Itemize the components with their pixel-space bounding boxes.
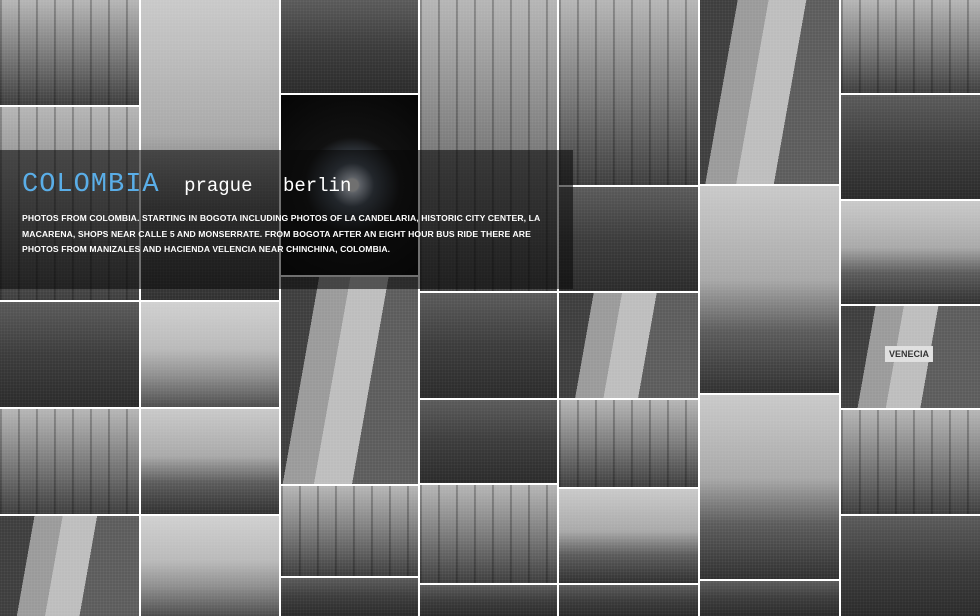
photo-thumbnail[interactable] — [0, 302, 139, 407]
photo-thumbnail[interactable] — [841, 95, 980, 199]
photo-thumbnail[interactable] — [281, 0, 418, 93]
photo-thumbnail[interactable] — [141, 516, 279, 616]
nav-link-prague[interactable]: prague — [184, 175, 253, 197]
photo-thumbnail[interactable] — [281, 277, 418, 484]
nav-link-colombia[interactable]: COLOMBIA — [22, 170, 160, 200]
photo-thumbnail[interactable] — [0, 0, 139, 105]
photo-thumbnail[interactable] — [141, 302, 279, 407]
photo-thumbnail[interactable]: VENECIA — [841, 306, 980, 408]
photo-thumbnail[interactable] — [0, 409, 139, 514]
photo-thumbnail[interactable] — [559, 585, 698, 616]
photo-thumbnail[interactable] — [700, 186, 839, 393]
photo-thumbnail[interactable] — [841, 410, 980, 514]
photo-thumbnail[interactable] — [420, 585, 557, 616]
nav-link-berlin[interactable]: berlin — [282, 175, 352, 197]
photo-thumbnail[interactable] — [700, 395, 839, 579]
photo-thumbnail[interactable] — [841, 201, 980, 304]
photo-thumbnail[interactable] — [559, 489, 698, 583]
photo-thumbnail[interactable] — [559, 400, 698, 487]
photo-thumbnail[interactable] — [841, 516, 980, 616]
photo-thumbnail[interactable] — [559, 187, 698, 291]
photo-thumbnail[interactable] — [700, 581, 839, 616]
venecia-sign: VENECIA — [885, 346, 934, 362]
photo-thumbnail[interactable] — [841, 0, 980, 93]
photo-thumbnail[interactable] — [0, 516, 139, 616]
photo-thumbnail[interactable] — [420, 485, 557, 583]
photo-thumbnail[interactable] — [700, 0, 839, 184]
gallery-nav: COLOMBIA prague berlin — [22, 170, 351, 200]
photo-thumbnail[interactable] — [420, 293, 557, 398]
photo-thumbnail[interactable] — [420, 400, 557, 483]
photo-thumbnail[interactable] — [141, 409, 279, 514]
photo-thumbnail[interactable] — [559, 0, 698, 185]
photo-thumbnail[interactable] — [281, 578, 418, 616]
photo-thumbnail[interactable] — [281, 486, 418, 576]
info-panel — [0, 150, 573, 289]
photo-thumbnail[interactable] — [559, 293, 698, 398]
gallery-description: PHOTOS FROM COLOMBIA. STARTING IN BOGOTA… — [22, 213, 540, 255]
